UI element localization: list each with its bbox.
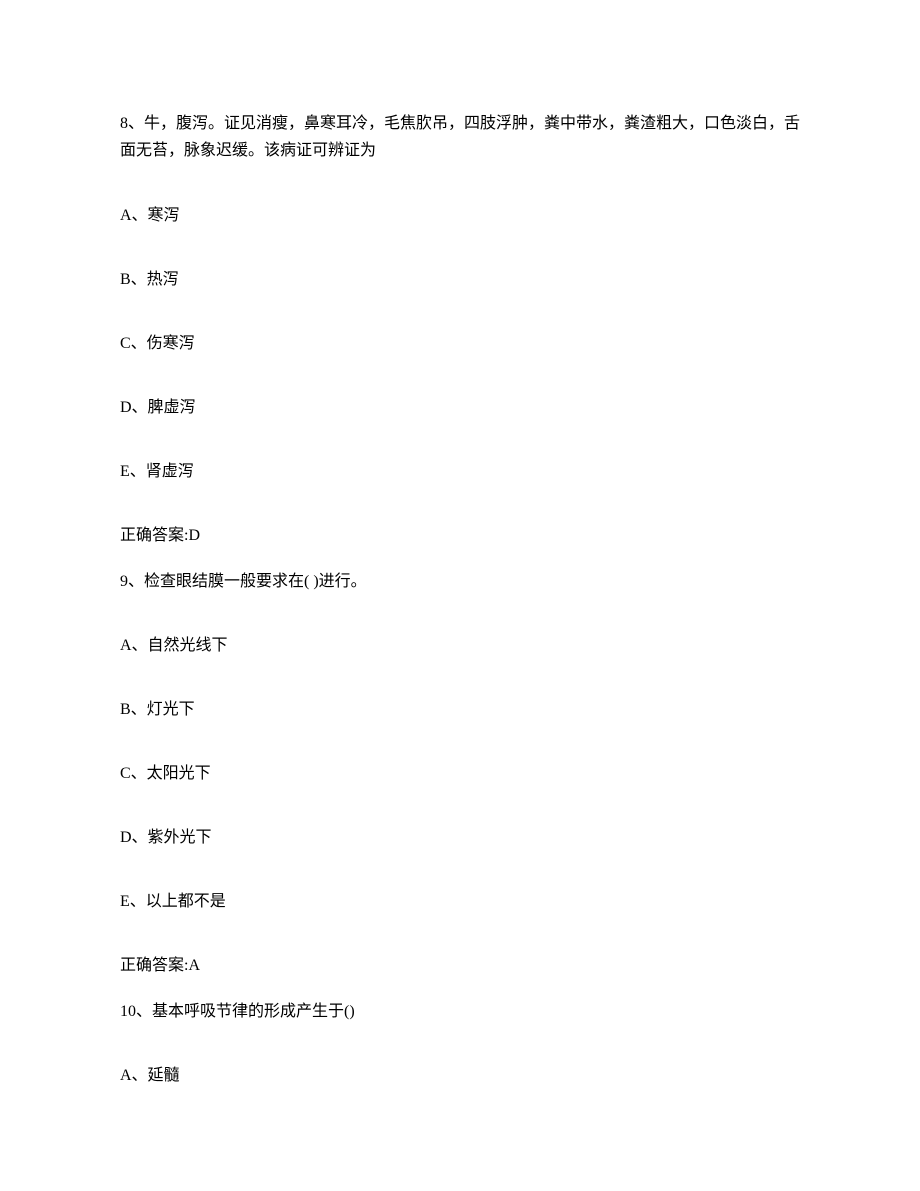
- question-8-option-a: A、寒泻: [120, 204, 800, 228]
- question-8-option-d: D、脾虚泻: [120, 396, 800, 420]
- question-8-option-c: C、伤寒泻: [120, 332, 800, 356]
- question-9-option-b: B、灯光下: [120, 698, 800, 722]
- question-10-stem: 10、基本呼吸节律的形成产生于(): [120, 1000, 800, 1024]
- question-9-stem: 9、检查眼结膜一般要求在( )进行。: [120, 570, 800, 594]
- question-9-option-e: E、以上都不是: [120, 890, 800, 914]
- question-9-option-c: C、太阳光下: [120, 762, 800, 786]
- question-9-option-d: D、紫外光下: [120, 826, 800, 850]
- question-8-option-e: E、肾虚泻: [120, 460, 800, 484]
- question-8-option-b: B、热泻: [120, 268, 800, 292]
- question-10-option-a: A、延髓: [120, 1064, 800, 1088]
- question-8-answer: 正确答案:D: [120, 524, 800, 548]
- question-9-option-a: A、自然光线下: [120, 634, 800, 658]
- question-9-answer: 正确答案:A: [120, 954, 800, 978]
- question-8-stem: 8、牛，腹泻。证见消瘦，鼻寒耳冷，毛焦肷吊，四肢浮肿，粪中带水，粪渣粗大，口色淡…: [120, 110, 800, 164]
